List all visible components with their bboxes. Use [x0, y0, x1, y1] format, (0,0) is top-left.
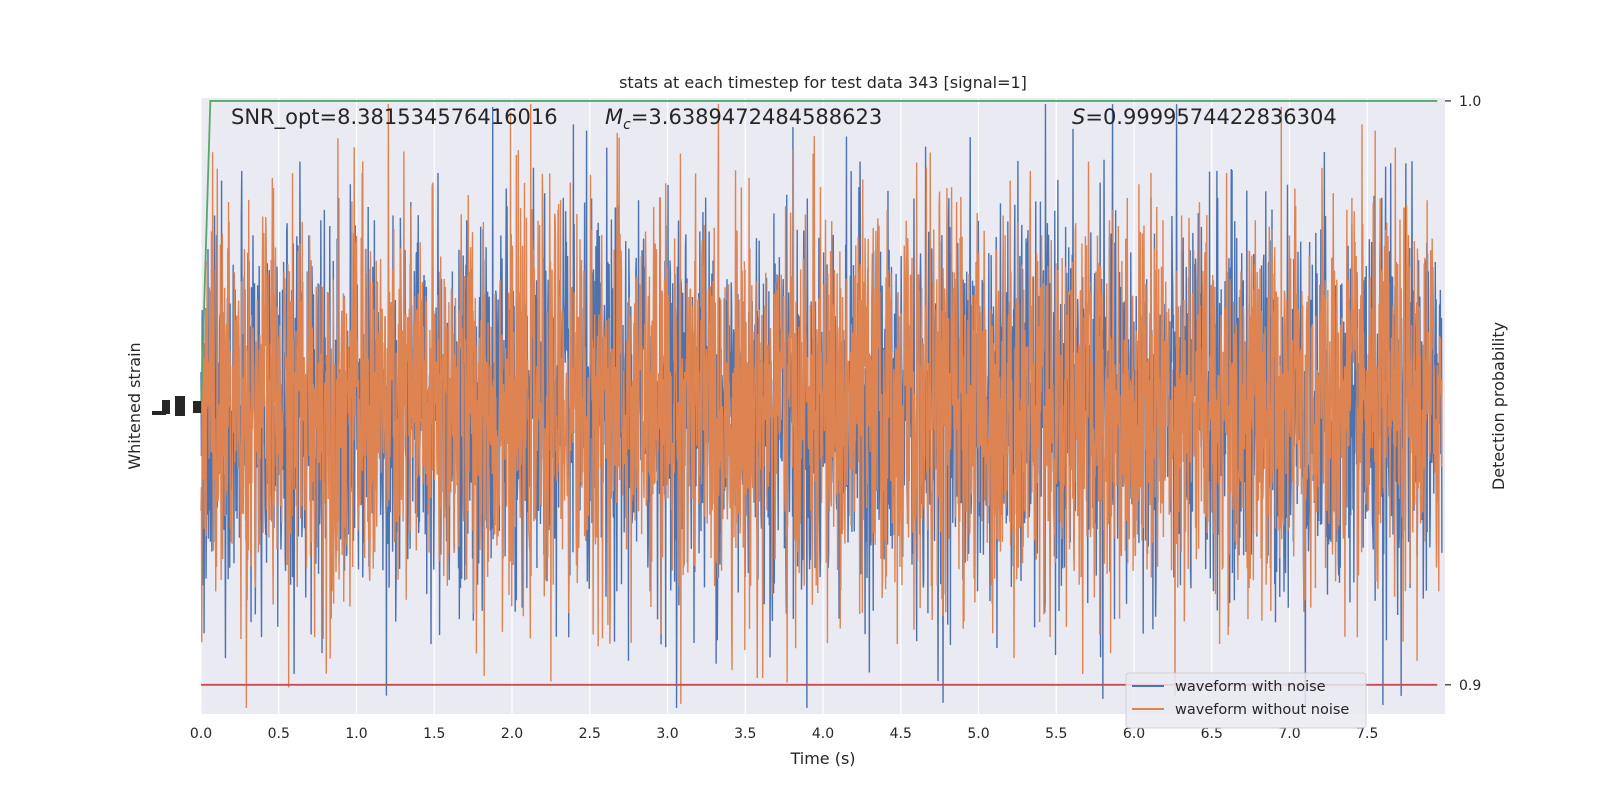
chart-title: stats at each timestep for test data 343…	[619, 73, 1027, 92]
x-tick-label: 5.0	[967, 726, 989, 742]
x-tick-label: 1.0	[345, 726, 367, 742]
x-tick-label: 6.0	[1123, 726, 1145, 742]
x-tick-label: 3.0	[656, 726, 678, 742]
legend-label-without-noise: waveform without noise	[1175, 702, 1349, 718]
x-tick-label: 4.5	[890, 726, 912, 742]
waveform-lines	[200, 104, 1443, 708]
snr-annotation: SNR_opt=8.381534576416016	[231, 105, 558, 130]
mc-symbol: M	[605, 105, 623, 129]
x-axis-label: Time (s)	[789, 749, 855, 768]
right-tick-label: 0.9	[1459, 678, 1481, 694]
left-axis-label: Whitened strain	[125, 342, 144, 469]
left-tick-mark	[193, 401, 201, 413]
probability-line-2	[200, 100, 1438, 411]
s-value: =0.9999574422836304	[1085, 105, 1336, 129]
x-tick-label: 2.0	[501, 726, 523, 742]
legend: waveform with noise waveform without noi…	[1125, 672, 1367, 729]
right-tick-label: 1.0	[1459, 94, 1481, 110]
x-axis-ticks: 0.0 0.5 1.0 1.5 2.0 2.5 3.0 3.5 4.0 4.5 5.0 5.5 6.0 6…	[190, 726, 1379, 742]
x-tick-label: 7.0	[1278, 726, 1300, 742]
x-tick-label: 4.0	[812, 726, 834, 742]
mc-subscript: c	[623, 117, 631, 133]
x-tick-label: 0.5	[268, 726, 290, 742]
mc-annotation: Mc=3.6389472484588623	[605, 105, 882, 133]
left-tick-mark	[152, 411, 166, 415]
left-axis-ticks	[152, 396, 201, 416]
legend-box	[1125, 672, 1367, 729]
left-tick-mark	[175, 396, 185, 416]
x-tick-label: 2.5	[579, 726, 601, 742]
legend-label-with-noise: waveform with noise	[1175, 679, 1326, 695]
x-tick-label: 5.5	[1045, 726, 1067, 742]
x-tick-label: 7.5	[1356, 726, 1378, 742]
right-axis-ticks: 0.9 1.0	[1445, 94, 1481, 694]
mc-value: =3.6389472484588623	[631, 105, 882, 129]
x-tick-label: 0.0	[190, 726, 212, 742]
x-tick-label: 6.5	[1201, 726, 1223, 742]
s-annotation: S=0.9999574422836304	[1072, 105, 1337, 129]
waveform-line-1	[200, 104, 1443, 708]
right-axis-label: Detection probability	[1489, 322, 1508, 490]
left-tick-mark	[162, 400, 170, 414]
x-tick-label: 1.5	[423, 726, 445, 742]
x-tick-label: 3.5	[734, 726, 756, 742]
s-symbol: S	[1072, 105, 1085, 129]
